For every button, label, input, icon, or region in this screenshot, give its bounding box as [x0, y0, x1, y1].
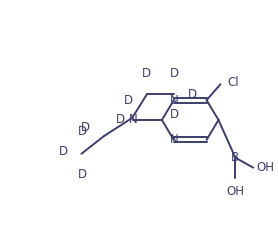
Text: Cl: Cl	[227, 76, 239, 89]
Text: B: B	[231, 151, 239, 164]
Text: N: N	[169, 133, 178, 146]
Text: N: N	[169, 94, 178, 107]
Text: D: D	[170, 67, 179, 80]
Text: D: D	[78, 125, 87, 138]
Text: D: D	[58, 145, 68, 158]
Text: OH: OH	[226, 185, 244, 197]
Text: D: D	[78, 168, 87, 181]
Text: D: D	[170, 108, 179, 121]
Text: D: D	[81, 121, 90, 134]
Text: N: N	[129, 113, 137, 127]
Text: D: D	[124, 94, 133, 107]
Text: D: D	[142, 67, 151, 80]
Text: D: D	[188, 88, 197, 101]
Text: OH: OH	[256, 161, 274, 174]
Text: D: D	[116, 113, 125, 126]
